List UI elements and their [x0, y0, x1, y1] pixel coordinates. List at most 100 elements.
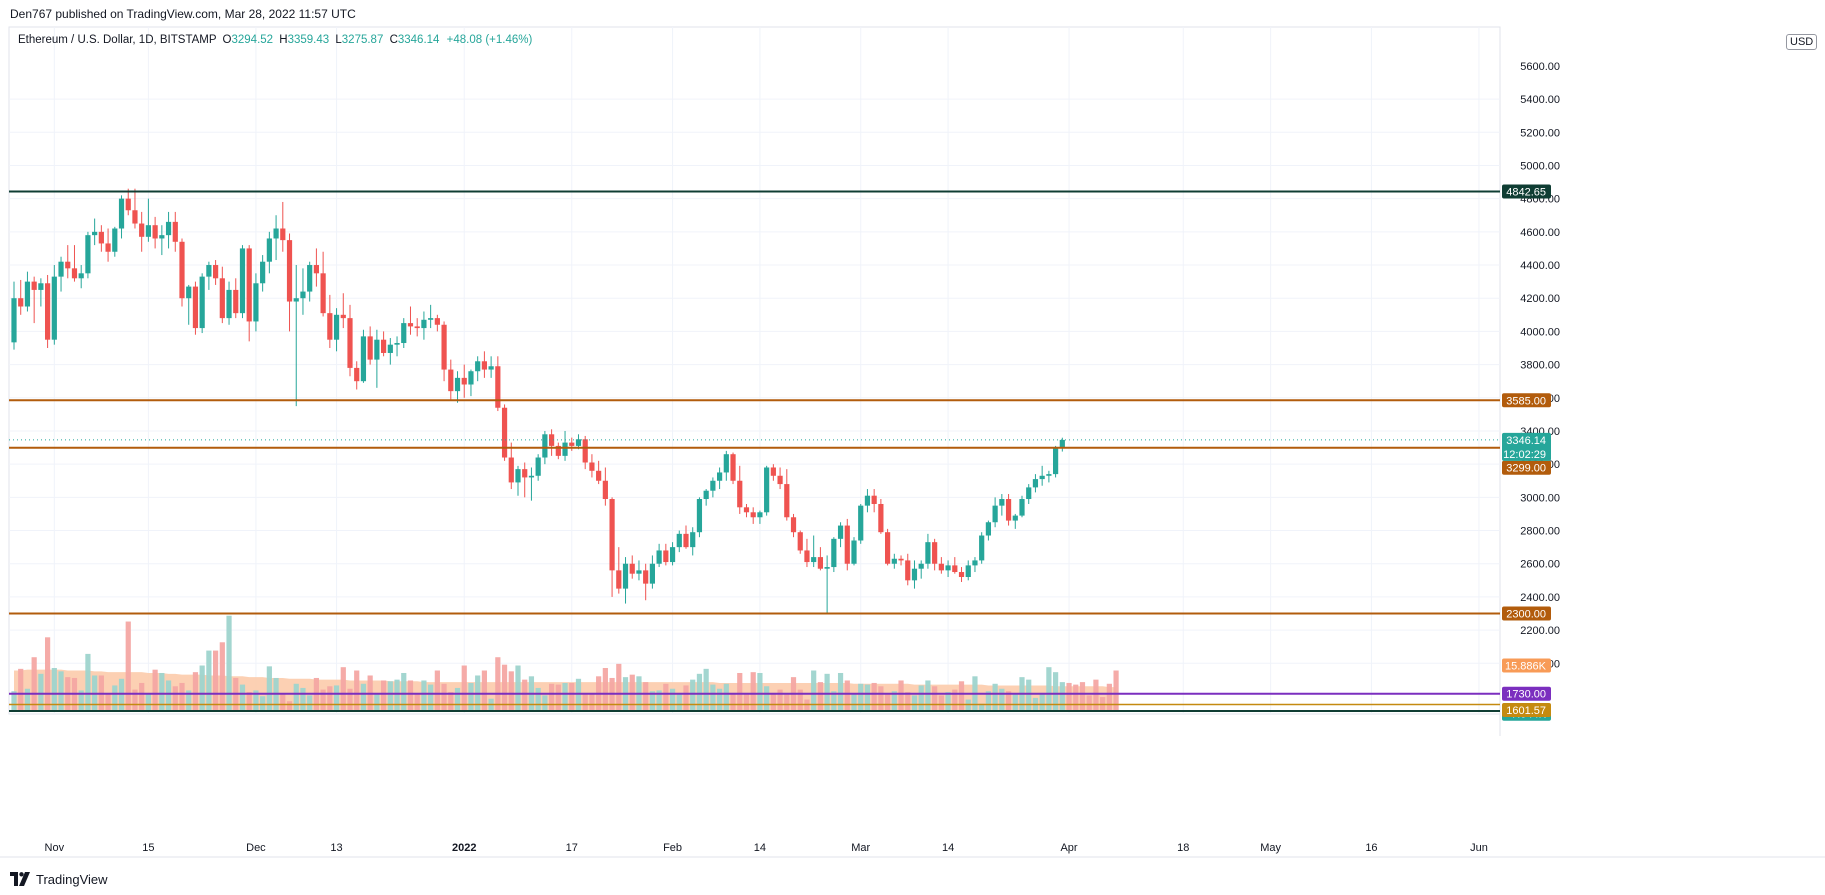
volume-bar	[1026, 679, 1032, 712]
last-price-label: 3346.14	[1506, 435, 1546, 447]
volume-bar	[219, 642, 225, 712]
change-value: +48.08 (+1.46%)	[446, 34, 533, 46]
volume-bar	[239, 684, 246, 712]
volume-bar	[488, 698, 494, 712]
price-level-label: 4842.65	[1506, 187, 1546, 199]
volume-bar	[381, 680, 387, 712]
candle-body	[858, 505, 864, 541]
volume-bar	[609, 677, 615, 712]
volume-bar	[858, 683, 864, 712]
volume-bar	[1012, 694, 1018, 712]
volume-bar	[360, 683, 367, 712]
volume-bar	[710, 684, 716, 712]
candle-body	[602, 480, 608, 500]
volume-bar	[286, 701, 293, 712]
volume-bar	[454, 687, 461, 712]
symbol-title[interactable]: Ethereum / U.S. Dollar, 1D, BITSTAMP	[18, 34, 217, 46]
volume-bar	[1046, 667, 1052, 712]
volume-bar	[152, 669, 158, 712]
candle-body	[239, 248, 246, 314]
last-price-label-bg	[1502, 432, 1551, 461]
volume-bar	[911, 695, 918, 712]
volume-bar	[979, 703, 985, 712]
candle-body	[790, 517, 797, 533]
candle-body	[683, 533, 689, 548]
candle-body	[98, 231, 104, 244]
volume-bar	[226, 615, 232, 712]
candle-body	[824, 567, 830, 569]
high-label: H	[279, 34, 288, 46]
candle-body	[898, 558, 904, 561]
candle-body	[1032, 479, 1039, 488]
time-tick-label: Nov	[45, 842, 65, 854]
volume-bar	[280, 693, 286, 712]
candle-body	[300, 291, 306, 299]
price-level-label-bg	[1502, 184, 1551, 199]
candle-body	[629, 563, 635, 574]
price-tick-label: 5400.00	[1520, 94, 1560, 106]
candle-body	[656, 550, 662, 564]
volume-bar	[723, 683, 729, 712]
volume-bar	[307, 695, 313, 712]
volume-bar	[764, 686, 770, 712]
volume-bar	[253, 690, 259, 712]
volume-bar	[871, 682, 877, 712]
candle-body	[589, 462, 595, 471]
candle-body	[481, 361, 487, 370]
candle-body	[1019, 499, 1025, 516]
brand-name[interactable]: TradingView	[36, 871, 108, 887]
volume-bar	[575, 678, 582, 712]
volume-bar	[468, 682, 474, 712]
volume-bar	[589, 692, 595, 712]
candle-body	[448, 369, 454, 392]
candle-body	[401, 323, 407, 344]
volume-bar	[132, 689, 138, 712]
volume-bar	[394, 679, 400, 712]
time-tick-label: 14	[942, 842, 954, 854]
candle-body	[367, 336, 373, 360]
candle-body	[750, 512, 756, 518]
volume-bar	[992, 683, 998, 712]
candle-body	[454, 377, 461, 392]
candle-body	[542, 434, 548, 458]
candle-body	[313, 265, 319, 274]
candle-body	[1059, 439, 1065, 449]
volume-bar	[669, 688, 676, 712]
time-tick-label: May	[1260, 842, 1281, 854]
candle-body	[233, 289, 239, 314]
volume-bar	[905, 692, 911, 712]
candle-body	[1012, 515, 1018, 521]
volume-bar	[690, 679, 696, 712]
close-value: 3346.14	[397, 34, 440, 46]
volume-bar	[1066, 682, 1072, 712]
candle-body	[219, 278, 225, 319]
volume-bar	[1079, 682, 1086, 712]
time-tick-label: 13	[330, 842, 342, 854]
candle-body	[118, 198, 125, 229]
volume-bar	[78, 690, 84, 712]
volume-bar	[1053, 672, 1059, 712]
candle-body	[844, 525, 850, 564]
footer-branding: TradingView	[10, 868, 108, 890]
volume-bar	[952, 689, 958, 712]
price-tick-label: 2600.00	[1520, 559, 1560, 571]
time-tick-label: Mar	[851, 842, 870, 854]
candle-body	[885, 532, 891, 564]
currency-button[interactable]: USD	[1786, 34, 1818, 50]
volume-bar	[401, 672, 407, 712]
volume-bar	[602, 668, 608, 712]
volume-bar	[1039, 692, 1045, 712]
price-level-label-bg	[1502, 606, 1551, 621]
candle-body	[710, 480, 716, 491]
candle-body	[1005, 499, 1012, 521]
candle-body	[105, 243, 111, 252]
volume-bar	[616, 663, 622, 712]
volume-bar	[757, 672, 763, 712]
candle-body	[165, 221, 172, 236]
candle-body	[703, 490, 709, 500]
candle-body	[273, 228, 279, 239]
volume-bar	[925, 680, 931, 712]
volume-bar	[428, 684, 434, 712]
candle-body	[965, 565, 971, 578]
